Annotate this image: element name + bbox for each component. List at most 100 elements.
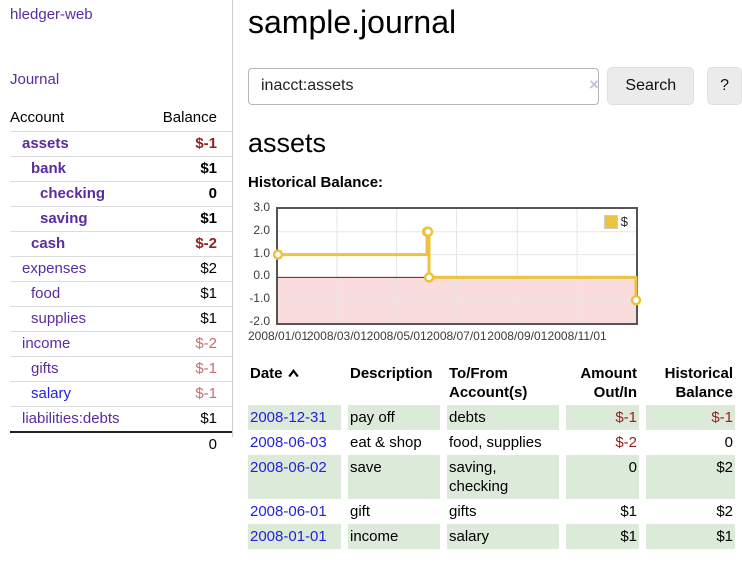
account-row: saving $1 <box>10 206 232 232</box>
account-balance: $1 <box>146 306 232 332</box>
transaction-accounts: debts <box>447 405 559 430</box>
transaction-date-link[interactable]: 2008-12-31 <box>250 409 327 426</box>
y-axis-tick: 1.0 <box>253 245 270 260</box>
transaction-balance: $1 <box>646 524 735 549</box>
x-axis-tick: 2008/03/01 <box>306 329 367 343</box>
accounts-total-value: 0 <box>146 431 232 457</box>
transaction-date-link[interactable]: 2008-06-01 <box>250 503 327 520</box>
account-balance: $-2 <box>146 231 232 257</box>
register-header-date[interactable]: Date <box>248 361 341 405</box>
y-axis-tick: -2.0 <box>249 314 270 328</box>
clear-search-icon[interactable]: × <box>589 75 599 94</box>
account-heading: assets <box>248 128 327 158</box>
account-row: bank $1 <box>10 156 232 182</box>
account-link[interactable]: salary <box>31 385 72 402</box>
account-balance: $-1 <box>146 356 232 382</box>
transaction-description: income <box>348 524 440 549</box>
sidebar: hledger-web Journal Account Balance asse… <box>0 0 233 457</box>
account-balance: $1 <box>146 281 232 307</box>
account-link[interactable]: gifts <box>31 360 59 377</box>
account-row: checking 0 <box>10 181 232 207</box>
account-row: cash $-2 <box>10 231 232 257</box>
account-row: gifts $-1 <box>10 356 232 382</box>
account-row: assets $-1 <box>10 131 232 157</box>
transaction-row: 2008-06-01 gift gifts $1 $2 <box>248 499 735 524</box>
register-header-tofrom: To/From Account(s) <box>449 365 528 401</box>
chart-plot-area[interactable] <box>272 207 642 325</box>
account-balance: $1 <box>146 406 232 432</box>
account-link[interactable]: bank <box>31 160 67 177</box>
account-balance: $1 <box>146 206 232 232</box>
account-row: salary $-1 <box>10 381 232 407</box>
account-row: supplies $1 <box>10 306 232 332</box>
transaction-balance: 0 <box>724 434 733 451</box>
x-axis-tick: 2008/07/01 <box>426 329 487 343</box>
account-balance: $1 <box>146 156 232 182</box>
accounts-header-account: Account <box>10 109 65 126</box>
account-balance: $-1 <box>146 131 232 157</box>
transaction-accounts: gifts <box>449 503 477 520</box>
transaction-amount: 0 <box>566 455 639 499</box>
x-axis-tick: 2008/11/01 <box>547 329 607 343</box>
transaction-description: pay off <box>348 405 440 430</box>
x-axis-tick: 2008/09/01 <box>487 329 548 343</box>
transaction-amount: $-2 <box>615 434 637 451</box>
chart-label: Historical Balance: <box>248 174 384 191</box>
register-table: Date Description To/From Account(s) Amount Ou… <box>241 361 742 549</box>
account-row: liabilities:debts $1 <box>10 406 232 432</box>
account-row: expenses $2 <box>10 256 232 282</box>
account-link[interactable]: checking <box>40 185 106 202</box>
account-balance: $2 <box>146 256 232 282</box>
account-link[interactable]: income <box>22 335 71 352</box>
search-button[interactable]: Search <box>607 67 695 105</box>
register-header-amount: Amount Out/In <box>580 365 637 401</box>
account-link[interactable]: cash <box>31 235 66 252</box>
register-header-description: Description <box>350 365 433 382</box>
x-axis-tick: 2008/05/01 <box>366 329 427 343</box>
register-header-historical: Historical Balance <box>664 365 733 401</box>
y-axis-tick: 0.0 <box>253 268 270 283</box>
transaction-accounts: food, supplies <box>449 434 542 451</box>
transaction-row: 2008-06-03 eat & shop food, supplies $-2 0 <box>248 430 735 455</box>
transaction-description: gift <box>350 503 371 520</box>
register-header-row: Date Description To/From Account(s) Amount Ou… <box>248 361 735 405</box>
transaction-balance: $2 <box>646 455 735 499</box>
page-title: sample.journal <box>248 4 457 40</box>
account-link[interactable]: assets <box>22 135 69 152</box>
transaction-balance: $2 <box>716 503 733 520</box>
y-axis-tick: 3.0 <box>253 200 270 214</box>
accounts-header-balance: Balance <box>162 109 217 126</box>
account-row: food $1 <box>10 281 232 307</box>
sort-ascending-icon <box>287 368 299 378</box>
account-row: income $-2 <box>10 331 232 357</box>
account-link[interactable]: expenses <box>22 260 87 277</box>
transaction-amount: $1 <box>620 503 637 520</box>
account-balance: $-1 <box>146 381 232 407</box>
chart-legend: $ <box>603 214 628 229</box>
search-form: × Search ? <box>248 67 742 105</box>
account-link[interactable]: saving <box>40 210 88 227</box>
account-link[interactable]: liabilities:debts <box>22 410 120 427</box>
transaction-date-link[interactable]: 2008-01-01 <box>250 528 327 545</box>
y-axis-tick: -1.0 <box>249 291 270 306</box>
search-input[interactable] <box>248 67 600 105</box>
balance-line-chart <box>272 209 642 323</box>
account-link[interactable]: food <box>31 285 61 302</box>
transaction-date-link[interactable]: 2008-06-02 <box>250 459 327 476</box>
legend-label: $ <box>620 214 628 229</box>
transaction-description: eat & shop <box>350 434 422 451</box>
transaction-description: save <box>348 455 440 499</box>
account-balance: $-2 <box>146 331 232 357</box>
transaction-accounts: saving, checking <box>447 455 559 499</box>
accounts-table: Account Balance assets $-1 bank $1 checking 0… <box>10 105 232 457</box>
app-title-link[interactable]: hledger-web <box>10 6 93 23</box>
y-axis-tick: 2.0 <box>253 222 270 237</box>
transaction-date-link[interactable]: 2008-06-03 <box>250 434 327 451</box>
x-axis-tick: 2008/01/01 <box>247 329 309 343</box>
transaction-row: 2008-06-02 save saving, checking 0 $2 <box>248 455 735 499</box>
account-link[interactable]: supplies <box>31 310 87 327</box>
sidebar-item-journal[interactable]: Journal <box>10 71 60 88</box>
transaction-amount: $-1 <box>566 405 639 430</box>
transaction-accounts: salary <box>447 524 559 549</box>
help-button[interactable]: ? <box>707 67 742 105</box>
